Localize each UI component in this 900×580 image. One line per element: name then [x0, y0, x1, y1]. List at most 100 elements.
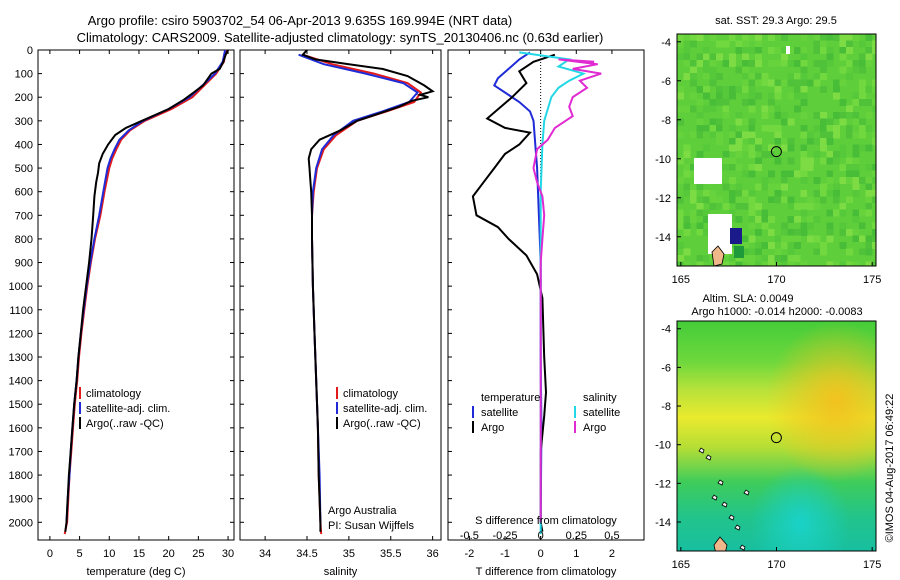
- sst-tile: [709, 118, 717, 126]
- sst-tile: [703, 144, 710, 152]
- sst-tile: [800, 53, 808, 61]
- sst-tile: [865, 164, 873, 171]
- sst-tile: [859, 99, 866, 106]
- salinity-legend-label: Argo(..raw -QC): [343, 418, 421, 430]
- sst-tile: [735, 242, 743, 249]
- sst-tile: [729, 60, 736, 67]
- sst-tile: [748, 47, 756, 54]
- sst-tile: [755, 183, 762, 191]
- sst-tile: [722, 92, 730, 100]
- sst-tile: [709, 112, 717, 119]
- sst-tile: [742, 235, 749, 243]
- sst-tile: [794, 92, 801, 100]
- sst-tile: [768, 261, 775, 266]
- depth-tick-label: 300: [15, 116, 33, 128]
- sst-tile: [787, 242, 795, 249]
- sst-tile: [787, 157, 795, 165]
- sst-tile: [709, 79, 717, 87]
- sst-tile: [768, 144, 775, 152]
- sst-tile: [826, 157, 834, 165]
- sst-tile: [820, 40, 827, 48]
- sst-tile: [677, 92, 684, 100]
- sst-tile: [716, 203, 723, 210]
- sst-tile: [716, 131, 723, 139]
- sst-tile: [872, 40, 876, 48]
- depth-tick-label: 1400: [9, 376, 33, 388]
- sst-tile: [748, 86, 756, 93]
- sla_map-lat-label: -8: [661, 401, 671, 413]
- sst-tile: [768, 125, 775, 132]
- sst-tile: [690, 164, 697, 171]
- sst-tile: [742, 144, 749, 152]
- sst-tile: [787, 216, 795, 223]
- sst-tile: [735, 138, 743, 145]
- sst-tile: [709, 203, 717, 210]
- sst-tile: [677, 177, 684, 184]
- sst-tile: [729, 79, 736, 87]
- sst-tile: [690, 60, 697, 67]
- sst-tile: [846, 170, 853, 178]
- diff-legend-s-label: satellite: [583, 407, 620, 419]
- sst-tile: [774, 183, 782, 191]
- sst-tile: [859, 40, 866, 48]
- sst-tile: [794, 164, 801, 171]
- sst-tile: [813, 60, 821, 67]
- sst-tile: [774, 86, 782, 93]
- sst-tile: [839, 222, 847, 230]
- sst-tile: [859, 53, 866, 61]
- sst-tile: [683, 144, 691, 152]
- sst-tile: [852, 235, 860, 243]
- sst-tile: [735, 255, 743, 262]
- sst-tile: [794, 47, 801, 54]
- sst_map-lon-label: 175: [863, 274, 881, 286]
- sst-tile: [742, 73, 749, 80]
- sst-tile: [826, 177, 834, 184]
- sst-tile: [833, 112, 840, 119]
- sst-tile: [781, 144, 788, 152]
- sst-tile: [872, 183, 876, 191]
- depth-tick-label: 1000: [9, 281, 33, 293]
- sst-tile: [735, 216, 743, 223]
- sst-tile: [774, 190, 782, 197]
- sla_map-lat-label: -12: [655, 478, 671, 490]
- sst-tile: [813, 255, 821, 262]
- sst-tile: [820, 190, 827, 197]
- sst-tile: [690, 216, 697, 223]
- sst-tile: [839, 66, 847, 74]
- sst-tile: [865, 261, 873, 266]
- sst-tile: [677, 118, 684, 126]
- sst-tile: [859, 177, 866, 184]
- sst-tile: [683, 196, 691, 204]
- sst-tile: [852, 112, 860, 119]
- sst-tile: [748, 92, 756, 100]
- sst-tile: [755, 125, 762, 132]
- sst-tile: [761, 112, 769, 119]
- argo-australia-annotation: PI: Susan Wijffels: [328, 520, 414, 532]
- sst-tile: [781, 177, 788, 184]
- sst-tile: [872, 105, 876, 113]
- sst-tile: [826, 235, 834, 243]
- sst-tile: [709, 125, 717, 132]
- sst-tile: [872, 99, 876, 106]
- sst-tile: [800, 144, 808, 152]
- sst-tile: [872, 79, 876, 87]
- sst-tile: [872, 229, 876, 236]
- sst-tile: [872, 235, 876, 243]
- sst-tile: [755, 203, 762, 210]
- sst-tile: [761, 261, 769, 266]
- depth-tick-label: 1300: [9, 352, 33, 364]
- sst-tile: [722, 40, 730, 48]
- sst-tile: [865, 183, 873, 191]
- sst-tile: [703, 73, 710, 80]
- sst-tile: [839, 164, 847, 171]
- sst-tile: [807, 131, 814, 139]
- sst-tile: [742, 242, 749, 249]
- sst-tile: [865, 112, 873, 119]
- sst-tile: [826, 190, 834, 197]
- sst-tile: [729, 190, 736, 197]
- sst-tile: [787, 170, 795, 178]
- sst-tile: [696, 261, 704, 266]
- sst-tile: [833, 79, 840, 87]
- sst-tile: [755, 60, 762, 67]
- sst-tile: [820, 60, 827, 67]
